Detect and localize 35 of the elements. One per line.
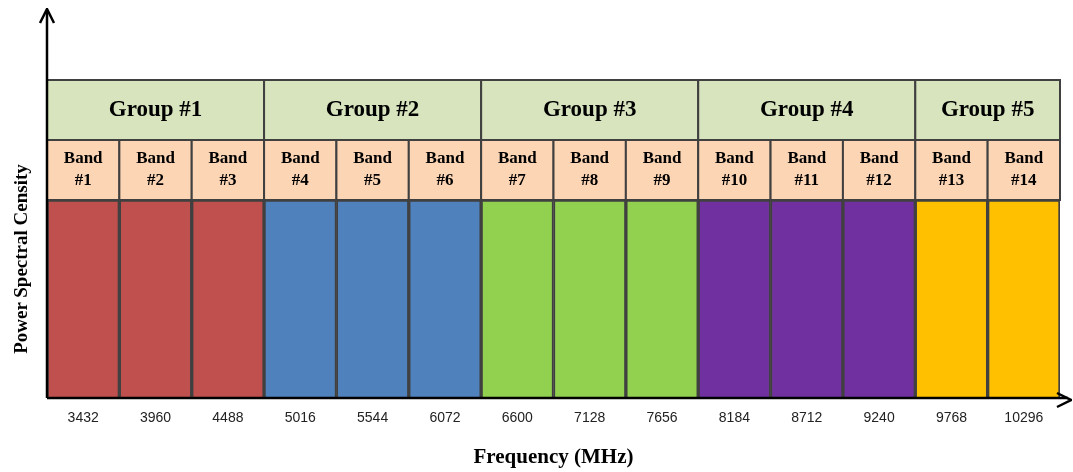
text: Band #8 (570, 148, 610, 190)
text: Band #2 (136, 148, 176, 190)
text: Band #13 (932, 148, 972, 190)
x-tick-label: 6600 (501, 409, 534, 426)
text: Group #1 (108, 95, 203, 121)
x-tick-label: 8712 (791, 409, 823, 426)
text: Group #2 (325, 95, 420, 121)
text: Group #4 (759, 95, 854, 121)
x-tick-label: 7656 (646, 409, 678, 426)
text: Band #6 (425, 148, 465, 190)
x-tick-label: 7128 (574, 409, 606, 426)
x-tick-label: 10296 (1004, 409, 1044, 426)
text: Group #5 (940, 95, 1035, 121)
text: Band #1 (63, 148, 104, 190)
text: Band #12 (859, 148, 900, 190)
text: Band #4 (280, 148, 321, 190)
y-axis-title: Power Spectral Censity (9, 163, 31, 354)
x-tick-label: 5544 (357, 409, 389, 426)
x-tick-label: 9768 (935, 409, 968, 426)
x-tick-label: 8184 (718, 409, 751, 426)
text: Band #10 (715, 148, 755, 190)
text: Band #14 (1004, 148, 1044, 190)
text: Band #7 (497, 148, 538, 190)
text: Group #3 (542, 95, 637, 121)
x-tick-label: 6072 (429, 409, 461, 426)
text: Band #9 (642, 148, 682, 190)
x-axis-title: Frequency (MHz) (473, 443, 634, 468)
x-tick-label: 3432 (67, 409, 99, 426)
x-tick-label: 9240 (863, 409, 895, 426)
x-tick-label: 5016 (284, 409, 317, 426)
text: Band #11 (787, 148, 827, 190)
x-tick-label: 3960 (139, 409, 172, 426)
text: Band #3 (208, 148, 248, 190)
text: Band #5 (353, 148, 393, 190)
x-tick-label: 4488 (212, 409, 244, 426)
